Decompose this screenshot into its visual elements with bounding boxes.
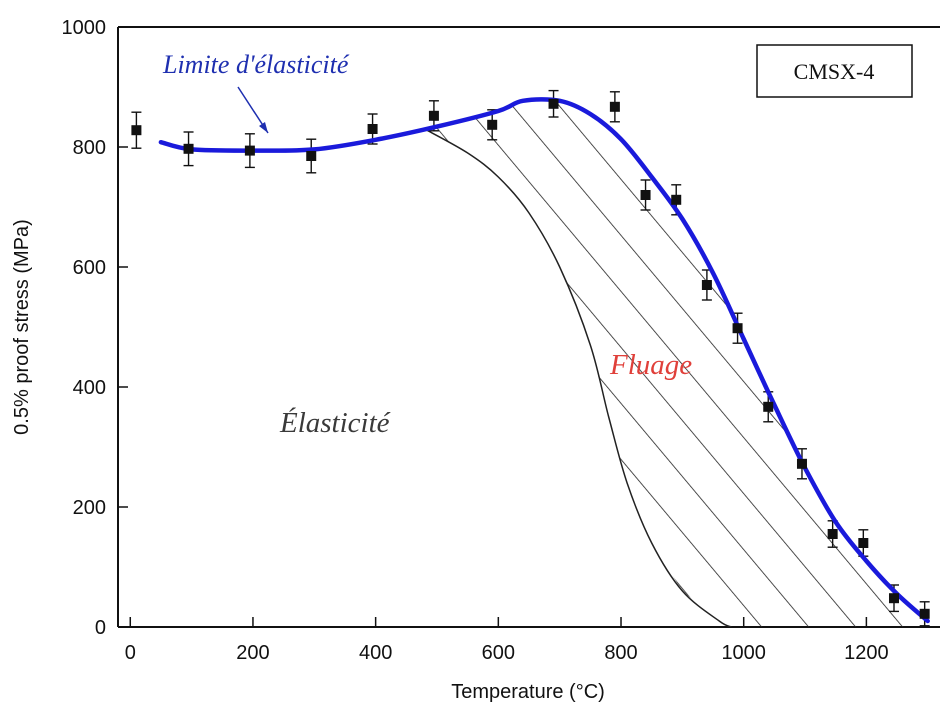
data-point xyxy=(701,280,712,290)
elastic-limit-curve-group xyxy=(158,97,930,624)
creep-hatched-region xyxy=(424,100,928,627)
fluage-annotation: Fluage xyxy=(609,349,692,381)
elastic-limit-annotation: Limite d'élasticité xyxy=(162,50,350,79)
data-point xyxy=(183,143,194,154)
data-point xyxy=(796,458,807,469)
material-label: CMSX-4 xyxy=(794,59,875,84)
creep-hatch-fill xyxy=(424,100,928,627)
data-point xyxy=(487,119,498,130)
y-tick-label: 1000 xyxy=(62,17,107,39)
creep-boundary-curve xyxy=(424,128,732,627)
elasticity-annotation: Élasticité xyxy=(279,406,391,439)
data-point xyxy=(131,125,142,136)
data-point xyxy=(763,401,774,412)
data-point xyxy=(671,194,682,205)
x-tick-label: 1200 xyxy=(844,642,889,664)
data-point xyxy=(367,124,378,134)
data-point xyxy=(548,98,559,109)
x-tick-label: 0 xyxy=(125,642,136,664)
elastic-limit-arrowhead xyxy=(259,122,268,133)
elastic-limit-curve xyxy=(158,97,930,624)
material-label-box: CMSX-4 xyxy=(756,44,913,98)
x-tick-label: 800 xyxy=(604,642,637,664)
y-tick-label: 400 xyxy=(73,377,106,399)
data-point xyxy=(858,538,869,548)
y-axis-ticks: 0 200 400 600 800 1000 xyxy=(62,17,128,639)
y-tick-label: 0 xyxy=(95,617,106,639)
y-tick-label: 800 xyxy=(73,137,106,159)
data-point xyxy=(306,151,317,161)
data-point xyxy=(888,593,899,604)
x-tick-label: 200 xyxy=(236,642,269,664)
x-tick-label: 1000 xyxy=(721,642,766,664)
y-tick-label: 200 xyxy=(73,497,106,519)
data-point xyxy=(640,190,651,200)
x-tick-label: 600 xyxy=(482,642,515,664)
creep-boundary-curve-group xyxy=(424,128,732,627)
x-axis-title: Temperature (°C) xyxy=(451,681,605,702)
data-point xyxy=(428,110,439,121)
data-point xyxy=(732,323,743,334)
y-axis-title: 0.5% proof stress (MPa) xyxy=(11,219,33,435)
data-points xyxy=(131,98,930,619)
x-axis-ticks: 0 200 400 600 800 1000 1200 xyxy=(125,617,889,664)
data-point xyxy=(244,145,255,156)
data-point xyxy=(609,101,620,112)
x-tick-label: 400 xyxy=(359,642,392,664)
data-point xyxy=(827,529,838,539)
data-point xyxy=(919,608,930,619)
y-tick-label: 600 xyxy=(73,257,106,279)
